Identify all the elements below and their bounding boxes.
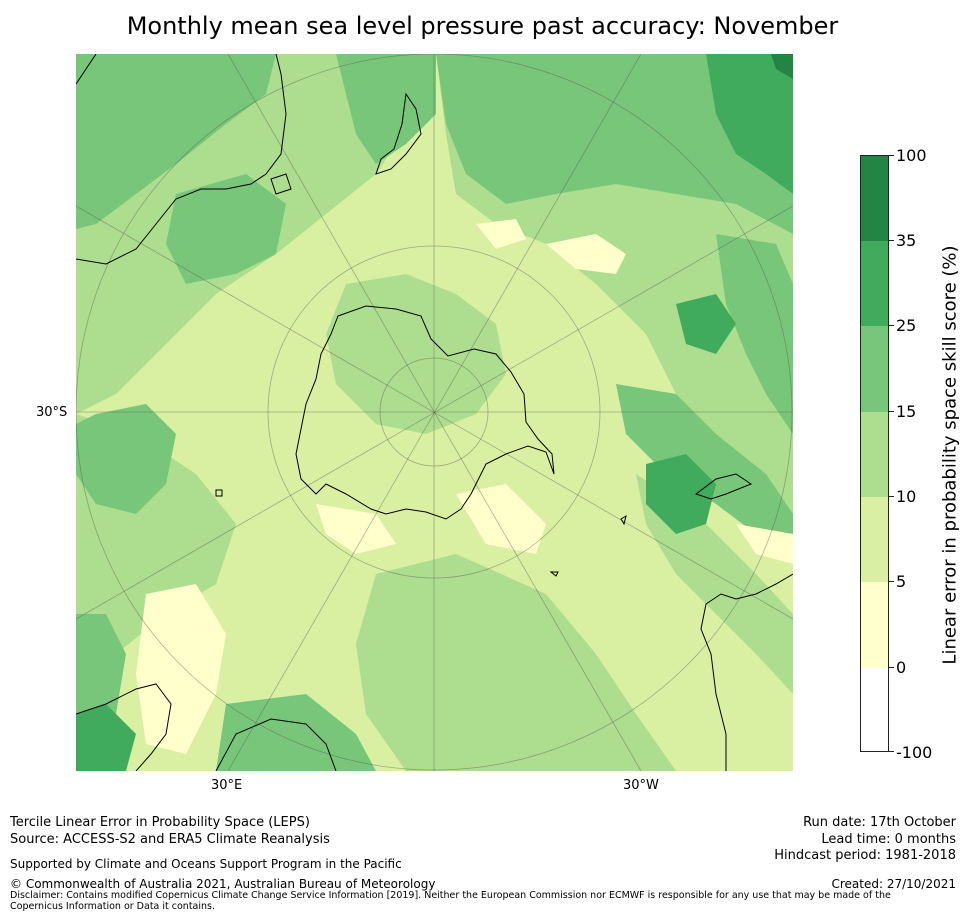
- created-date: Created: 27/10/2021: [831, 877, 956, 891]
- colorbar-bin-10-15: [861, 412, 888, 497]
- new-zealand-coast: [375, 92, 422, 175]
- run-date: Run date: 17th October: [803, 815, 956, 830]
- colorbar-tick: [888, 667, 894, 668]
- colorbar-tick-label: 100: [896, 146, 927, 165]
- colorbar: [860, 155, 889, 752]
- colorbar-tick-label: -100: [896, 743, 933, 762]
- australia-coast: [76, 54, 287, 265]
- colorbar-tick-label: 10: [896, 487, 917, 506]
- colorbar-tick-label: 25: [896, 316, 917, 335]
- skill-map: [76, 54, 793, 771]
- lat-label-30s: 30°S: [36, 405, 68, 420]
- skill-region-35-100: [771, 54, 793, 79]
- africa-coast: [76, 683, 172, 771]
- colorbar-bin-15-25: [861, 326, 888, 412]
- chart-title: Monthly mean sea level pressure past acc…: [126, 12, 839, 40]
- coastlines: [76, 54, 793, 771]
- skill-region-25-35: [76, 54, 793, 771]
- colorbar-tick-label: 0: [896, 658, 907, 677]
- colorbar-tick: [888, 751, 894, 752]
- hindcast-period: Hindcast period: 1981-2018: [774, 848, 956, 863]
- colorbar-title: Linear error in probability space skill …: [939, 245, 961, 665]
- copyright-text: © Commonwealth of Australia 2021, Austra…: [10, 877, 436, 891]
- colorbar-tick: [888, 155, 894, 156]
- colorbar-tick: [888, 496, 894, 497]
- colorbar-tick: [888, 411, 894, 412]
- lon-label-30w: 30°W: [623, 778, 659, 793]
- south-america-coast: [700, 573, 793, 771]
- support-text: Supported by Climate and Oceans Support …: [10, 857, 402, 871]
- colorbar-tick: [888, 325, 894, 326]
- colorbar-bin-25-35: [861, 241, 888, 326]
- colorbar-bin-35-100: [861, 156, 888, 241]
- lon-label-30e: 30°E: [211, 778, 243, 793]
- colorbar-bin-5-10: [861, 497, 888, 582]
- colorbar-tick-label: 5: [896, 572, 907, 591]
- skill-region-0-5: [136, 219, 793, 754]
- disclaimer-text: Disclaimer: Contains modified Copernicus…: [10, 890, 891, 912]
- graticule: [76, 54, 793, 771]
- colorbar-tick: [888, 581, 894, 582]
- skill-region-15-25: [76, 54, 793, 771]
- antarctica-coast: [295, 305, 555, 520]
- colorbar-tick-label: 15: [896, 402, 917, 421]
- source-text: Source: ACCESS-S2 and ERA5 Climate Reana…: [10, 832, 330, 847]
- colorbar-tick: [888, 240, 894, 241]
- lead-time: Lead time: 0 months: [821, 832, 956, 847]
- method-text: Tercile Linear Error in Probability Spac…: [10, 815, 310, 830]
- colorbar-tick-label: 35: [896, 231, 917, 250]
- colorbar-bin-neg100-0: [861, 668, 888, 751]
- colorbar-bin-0-5: [861, 582, 888, 668]
